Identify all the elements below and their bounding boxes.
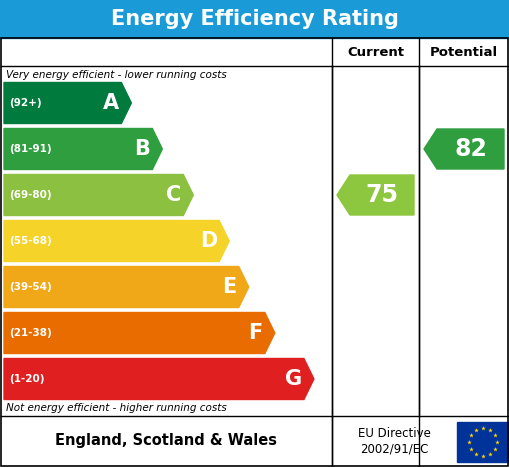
Text: G: G bbox=[285, 369, 302, 389]
Text: Not energy efficient - higher running costs: Not energy efficient - higher running co… bbox=[6, 403, 227, 413]
Polygon shape bbox=[4, 267, 249, 307]
Text: (1-20): (1-20) bbox=[9, 374, 44, 384]
Polygon shape bbox=[4, 312, 275, 354]
Text: (69-80): (69-80) bbox=[9, 190, 51, 200]
Text: 75: 75 bbox=[365, 183, 399, 207]
Text: England, Scotland & Wales: England, Scotland & Wales bbox=[55, 433, 277, 448]
Text: B: B bbox=[134, 139, 150, 159]
Bar bbox=[457, 422, 509, 462]
Text: Energy Efficiency Rating: Energy Efficiency Rating bbox=[110, 9, 399, 29]
Polygon shape bbox=[4, 128, 162, 170]
Text: EU Directive
2002/91/EC: EU Directive 2002/91/EC bbox=[357, 427, 431, 455]
Text: C: C bbox=[166, 185, 181, 205]
Text: (55-68): (55-68) bbox=[9, 236, 52, 246]
Polygon shape bbox=[4, 83, 131, 123]
Text: E: E bbox=[222, 277, 237, 297]
Polygon shape bbox=[4, 175, 193, 215]
Text: Very energy efficient - lower running costs: Very energy efficient - lower running co… bbox=[6, 70, 227, 80]
Text: (39-54): (39-54) bbox=[9, 282, 52, 292]
Text: Potential: Potential bbox=[430, 45, 498, 58]
Polygon shape bbox=[4, 220, 229, 262]
Polygon shape bbox=[337, 175, 414, 215]
Text: 82: 82 bbox=[454, 137, 487, 161]
Text: A: A bbox=[103, 93, 119, 113]
Bar bbox=[0, 0, 509, 38]
Text: D: D bbox=[200, 231, 217, 251]
Text: (92+): (92+) bbox=[9, 98, 42, 108]
Polygon shape bbox=[424, 129, 504, 169]
Text: (81-91): (81-91) bbox=[9, 144, 51, 154]
Text: F: F bbox=[248, 323, 263, 343]
Text: Current: Current bbox=[347, 45, 404, 58]
Polygon shape bbox=[4, 359, 314, 399]
Text: (21-38): (21-38) bbox=[9, 328, 52, 338]
